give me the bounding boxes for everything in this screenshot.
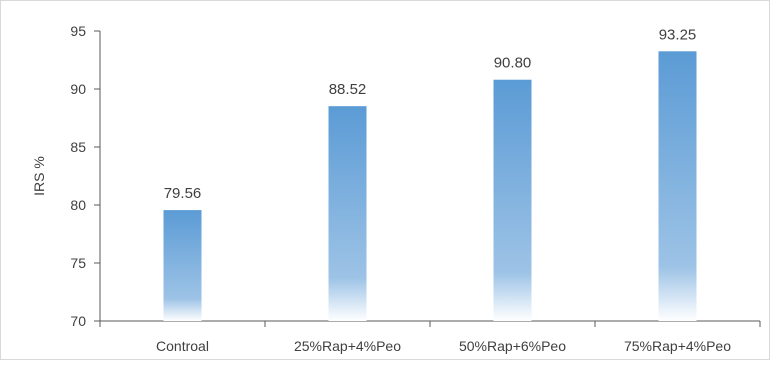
x-axis: Controal 25%Rap+4%Peo 50%Rap+6%Peo 75%Rap+4… [99, 320, 761, 354]
bar [328, 106, 367, 321]
x-tick-label: 75%Rap+4%Peo [624, 338, 731, 354]
bar [493, 79, 532, 321]
y-tick-label: 75 [70, 255, 86, 271]
data-label: 79.56 [164, 185, 202, 202]
bar-series [163, 51, 697, 322]
y-axis-title: IRS % [31, 156, 47, 196]
data-label: 88.52 [329, 81, 367, 98]
y-tick-label: 95 [70, 23, 86, 39]
y-axis: 70 75 80 85 90 95 [70, 23, 101, 329]
data-label: 90.80 [494, 55, 532, 72]
x-tick-label: 25%Rap+4%Peo [294, 338, 401, 354]
bar [658, 51, 697, 322]
bar [163, 210, 202, 321]
data-label: 93.25 [659, 26, 697, 43]
y-tick-label: 90 [70, 81, 86, 97]
y-tick-label: 70 [70, 313, 86, 329]
chart-frame [0, 0, 770, 360]
data-labels: 79.56 88.52 90.80 93.25 [164, 26, 697, 202]
y-tick-label: 85 [70, 139, 86, 155]
y-tick-label: 80 [70, 197, 86, 213]
x-tick-label: 50%Rap+6%Peo [459, 338, 566, 354]
x-tick-label: Controal [156, 338, 209, 354]
